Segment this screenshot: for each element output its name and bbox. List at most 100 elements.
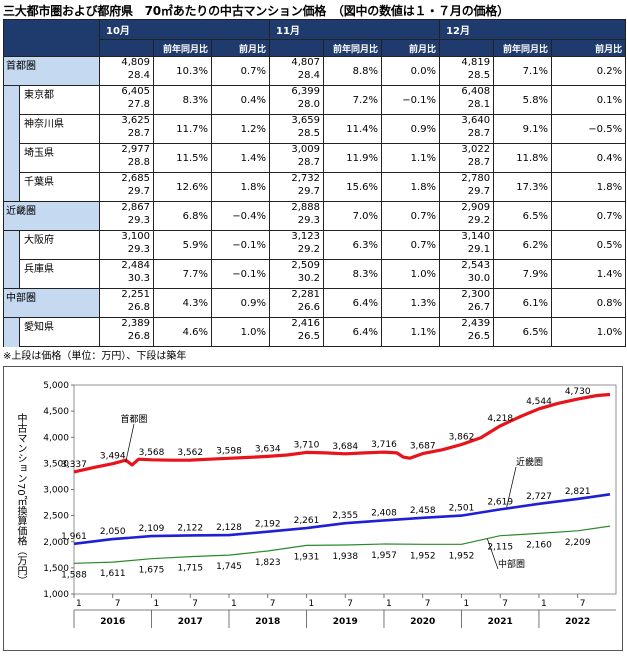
year-label: 2022 <box>565 617 590 627</box>
y-tick-label: 2,000 <box>43 538 69 548</box>
mom-change: 1.2% <box>210 114 271 144</box>
mom-change: 0.7% <box>381 201 441 231</box>
x-tick-label: 1 <box>231 599 237 609</box>
prefecture-name: 兵庫県 <box>19 259 100 289</box>
series-line <box>73 392 611 474</box>
y-axis-label: 中古マンション70㎡換算価格（万円） <box>15 413 26 586</box>
yoy-change: 6.5% <box>493 317 553 347</box>
year-label: 2017 <box>178 617 203 627</box>
data-label: 3,687 <box>410 442 436 452</box>
table-row: 兵庫県 2,484 30.3 7.7% −0.1% 2,509 30.2 8.3% 1.0% 2,… <box>3 259 627 289</box>
yoy-change: 6.8% <box>153 201 212 231</box>
yoy-change: 8.8% <box>323 56 383 86</box>
region-strip <box>3 172 20 202</box>
prefecture-name: 東京都 <box>19 85 100 115</box>
x-tick-label: 7 <box>192 599 198 609</box>
price-age-cell: 2,439 26.5 <box>439 317 495 347</box>
price-value: 6,408 <box>461 86 491 98</box>
region-name: 近畿圏 <box>3 201 100 231</box>
price-age-cell: 3,625 28.7 <box>99 114 154 144</box>
price-age-cell: 6,405 27.8 <box>99 85 154 115</box>
price-value: 2,543 <box>461 260 491 272</box>
price-value: 2,685 <box>121 173 150 185</box>
price-age-cell: 3,659 28.5 <box>269 114 325 144</box>
price-age-cell: 2,732 29.7 <box>269 172 325 202</box>
data-label: 2,501 <box>449 504 475 514</box>
price-age-cell: 2,251 26.8 <box>99 288 154 318</box>
price-value: 3,100 <box>121 231 150 243</box>
mom-header: 前月比 <box>551 39 627 57</box>
region-strip <box>3 230 20 260</box>
building-age-value: 28.1 <box>467 99 491 110</box>
price-age-cell: 3,640 28.7 <box>439 114 495 144</box>
callout-line <box>125 423 135 463</box>
mom-change: 0.0% <box>381 56 441 86</box>
data-label: 1,952 <box>410 551 436 561</box>
mom-change: 1.1% <box>381 317 441 347</box>
mom-header: 前月比 <box>210 39 271 57</box>
yoy-change: 7.0% <box>323 201 383 231</box>
yoy-change: 11.8% <box>493 143 553 173</box>
table-row: 近畿圏 2,867 29.3 6.8% −0.4% 2,888 29.3 7.0% 0.7% 2,… <box>3 201 627 231</box>
callout-line <box>486 538 499 570</box>
region-strip <box>3 85 20 115</box>
price-value: 2,439 <box>461 318 491 330</box>
building-age-value: 28.4 <box>127 70 150 81</box>
prefecture-name: 神奈川県 <box>19 114 100 144</box>
yoy-change: 6.4% <box>323 288 383 318</box>
y-tick-label: 5,000 <box>43 381 69 391</box>
price-age-cell: 2,509 30.2 <box>269 259 325 289</box>
yoy-change: 11.5% <box>153 143 212 173</box>
page-title: 三大都市圏および都府県 70㎡あたりの中古マンション価格 （図中の数値は１・７月… <box>3 4 509 18</box>
x-tick-label: 1 <box>308 599 314 609</box>
price-value: 2,977 <box>121 144 150 156</box>
price-value: 3,640 <box>461 115 491 127</box>
prefecture-name: 千葉県 <box>19 172 100 202</box>
data-label: 2,122 <box>177 523 203 533</box>
series-name-label: 中部圏 <box>498 558 525 570</box>
yoy-change: 7.9% <box>493 259 553 289</box>
building-age-value: 29.7 <box>297 186 321 197</box>
price-age-cell: 3,100 29.3 <box>99 230 154 260</box>
price-age-cell: 2,543 30.0 <box>439 259 495 289</box>
building-age-value: 30.0 <box>467 273 491 284</box>
series-line <box>73 493 611 546</box>
yoy-change: 6.1% <box>493 288 553 318</box>
building-age-value: 29.1 <box>467 244 491 255</box>
price-value: 3,659 <box>291 115 321 127</box>
price-value: 2,251 <box>121 289 150 301</box>
data-label: 2,209 <box>565 538 591 548</box>
month-header: 11月 <box>269 19 441 40</box>
building-age-value: 28.4 <box>297 70 321 81</box>
mom-change: −0.1% <box>210 259 271 289</box>
building-age-value: 28.0 <box>297 99 321 110</box>
mom-change: 1.0% <box>381 259 441 289</box>
data-label: 2,050 <box>100 527 126 537</box>
month-header: 12月 <box>439 19 627 40</box>
region-strip <box>3 317 20 347</box>
series-name-label: 近畿圏 <box>516 456 543 468</box>
data-label: 1,715 <box>177 564 203 574</box>
y-tick-label: 1,500 <box>43 564 69 574</box>
building-age-value: 26.5 <box>297 331 321 342</box>
building-age-value: 26.7 <box>467 302 491 313</box>
building-age-value: 29.7 <box>127 186 150 197</box>
data-label: 3,568 <box>139 448 165 458</box>
price-value: 2,509 <box>291 260 321 272</box>
table-body: 首都圏 4,809 28.4 10.3% 0.7% 4,807 28.4 8.8% 0.0% 4,… <box>3 56 627 347</box>
data-label: 4,218 <box>487 414 513 424</box>
price-age-cell: 6,399 28.0 <box>269 85 325 115</box>
mom-change: 0.5% <box>551 230 627 260</box>
month-header: 10月 <box>98 19 271 40</box>
yoy-change: 8.3% <box>323 259 383 289</box>
data-label: 2,355 <box>332 511 358 521</box>
callout-line <box>506 466 517 508</box>
mom-change: 0.4% <box>551 143 627 173</box>
x-tick-label: 1 <box>463 599 469 609</box>
year-label: 2019 <box>333 617 358 627</box>
yoy-change: 6.3% <box>323 230 383 260</box>
data-label: 1,745 <box>216 562 242 572</box>
building-age-value: 28.5 <box>467 70 491 81</box>
yoy-change: 7.1% <box>493 56 553 86</box>
building-age-value: 29.2 <box>467 215 491 226</box>
